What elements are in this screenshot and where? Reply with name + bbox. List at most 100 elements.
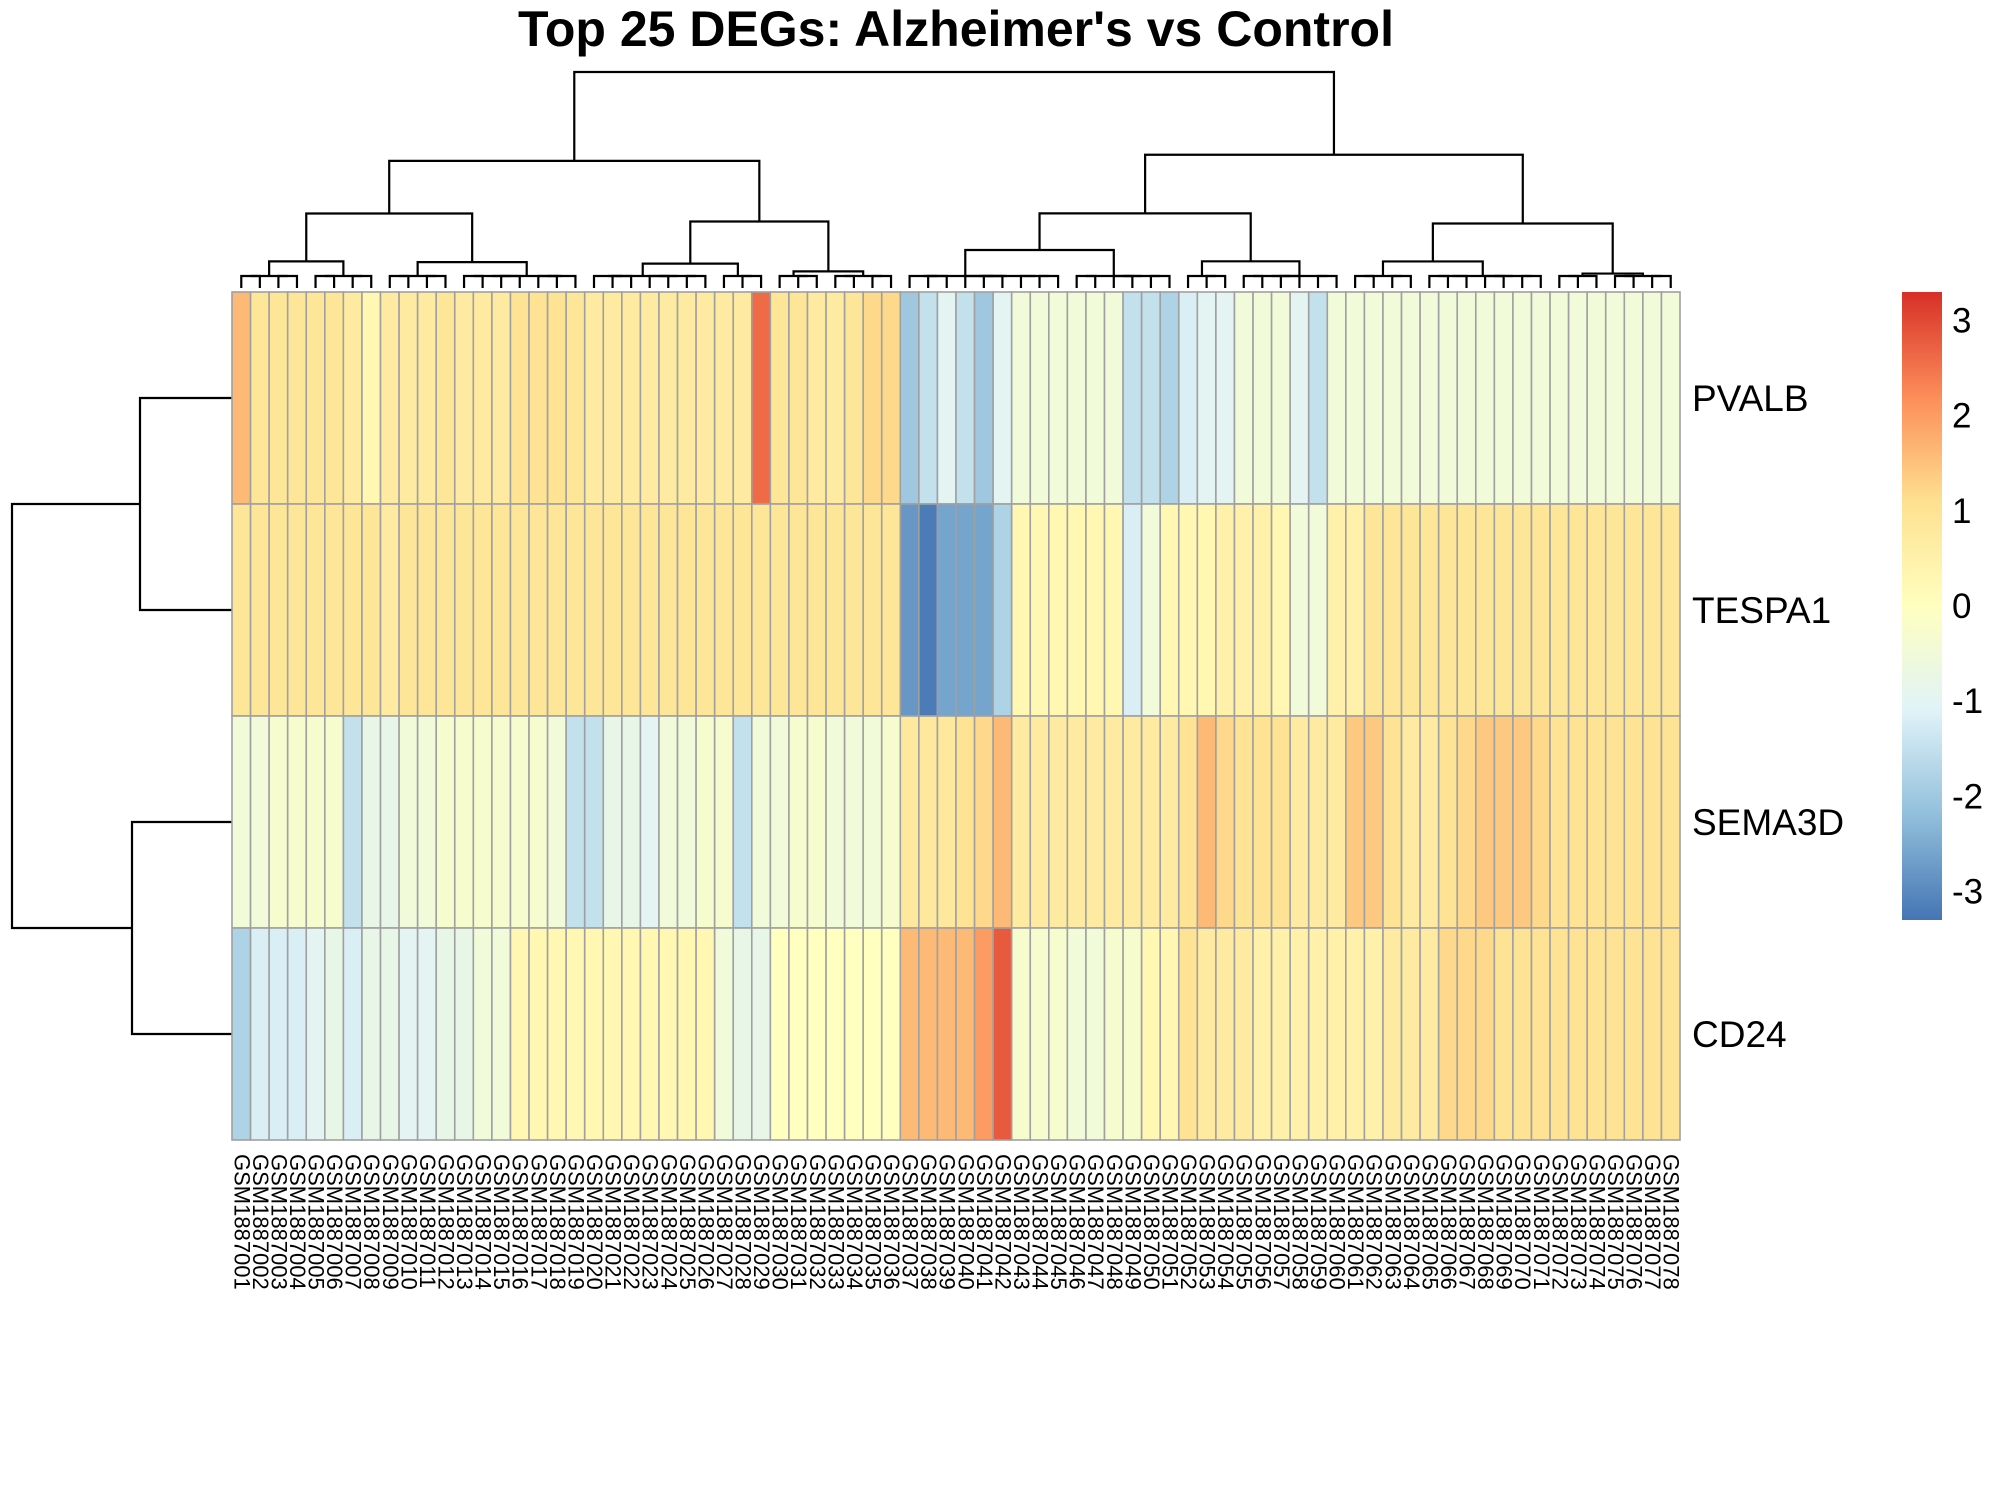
heatmap-cell — [992, 503, 1013, 717]
heatmap-cell — [1567, 503, 1588, 717]
column-label: GSM1887057 — [1269, 1154, 1294, 1290]
heatmap-cell — [621, 927, 642, 1141]
heatmap-cell — [435, 503, 456, 717]
heatmap-cell — [1642, 927, 1663, 1141]
column-label: GSM1887074 — [1585, 1154, 1610, 1290]
heatmap-cell — [1159, 715, 1180, 929]
heatmap-cell — [936, 503, 957, 717]
heatmap-cell — [1363, 715, 1384, 929]
column-label: GSM1887041 — [972, 1154, 997, 1290]
heatmap-cell — [658, 503, 679, 717]
column-label: GSM1887014 — [471, 1154, 496, 1290]
heatmap-cell — [286, 503, 308, 717]
column-label: GSM1887040 — [953, 1154, 978, 1290]
heatmap-cell — [862, 503, 883, 717]
heatmap-cell — [286, 291, 308, 505]
legend-tick-label: 3 — [1952, 302, 1971, 341]
heatmap-cell — [713, 291, 735, 505]
column-label: GSM1887008 — [359, 1154, 384, 1290]
heatmap-cell — [361, 715, 382, 929]
heatmap-cell — [1270, 715, 1291, 929]
column-dendrogram-branch — [305, 212, 474, 263]
heatmap-cell — [1085, 291, 1106, 505]
heatmap-cell — [1196, 291, 1217, 505]
heatmap-cell — [918, 715, 939, 929]
heatmap-cell — [1419, 715, 1440, 929]
heatmap-cell — [1400, 927, 1421, 1141]
column-label: GSM1887072 — [1547, 1154, 1572, 1290]
heatmap-cell — [788, 927, 809, 1141]
column-label: GSM1887058 — [1287, 1154, 1312, 1290]
column-dendrogram-branch — [1186, 274, 1216, 288]
heatmap-cell — [1586, 291, 1607, 505]
heatmap-cell — [1567, 291, 1588, 505]
heatmap-cell — [955, 715, 976, 929]
column-label: GSM1887055 — [1232, 1154, 1257, 1290]
heatmap-cell — [1326, 715, 1347, 929]
heatmap-cell — [1029, 927, 1050, 1141]
column-label: GSM1887005 — [304, 1154, 329, 1290]
heatmap-cell — [491, 715, 512, 929]
heatmap-cell — [453, 715, 475, 929]
column-label: GSM1887043 — [1009, 1154, 1034, 1290]
column-dendrogram-branch — [1205, 274, 1227, 288]
column-label: GSM1887020 — [582, 1154, 607, 1290]
heatmap-cell — [936, 715, 957, 929]
heatmap-cell — [1419, 927, 1440, 1141]
column-label: GSM1887042 — [990, 1154, 1015, 1290]
heatmap-cell — [992, 927, 1013, 1141]
heatmap-cell — [843, 715, 864, 929]
heatmap-cell — [1400, 503, 1421, 717]
heatmap-cell — [342, 291, 363, 505]
heatmap-cell — [472, 291, 493, 505]
heatmap-cell — [1474, 927, 1496, 1141]
heatmap-cell — [361, 291, 382, 505]
heatmap-cell — [1512, 927, 1533, 1141]
heatmap-cell — [1233, 291, 1254, 505]
column-dendrogram-branch — [1613, 274, 1635, 288]
heatmap-cell — [1177, 503, 1199, 717]
column-label: GSM1887065 — [1417, 1154, 1442, 1290]
heatmap-cell — [1586, 715, 1607, 929]
heatmap-cell — [398, 503, 419, 717]
heatmap-cell — [1530, 927, 1551, 1141]
column-label: GSM1887069 — [1492, 1154, 1517, 1290]
heatmap-cell — [1085, 927, 1106, 1141]
row-label: TESPA1 — [1692, 590, 1831, 631]
heatmap-cell — [509, 291, 530, 505]
heatmap-cell — [1122, 503, 1143, 717]
heatmap-cell — [1493, 927, 1514, 1141]
column-dendrogram-branch — [1149, 274, 1171, 288]
heatmap-cell — [750, 927, 772, 1141]
heatmap-cell — [1456, 927, 1477, 1141]
heatmap-cell — [565, 503, 586, 717]
heatmap-cell — [658, 291, 679, 505]
heatmap-cell — [1252, 503, 1273, 717]
heatmap-cell — [899, 291, 920, 505]
column-label: GSM1887068 — [1473, 1154, 1498, 1290]
heatmap-cell — [1623, 927, 1644, 1141]
column-label: GSM1887011 — [415, 1154, 440, 1288]
heatmap-cell — [453, 291, 475, 505]
heatmap-cell — [658, 927, 679, 1141]
column-label: GSM1887038 — [916, 1154, 941, 1290]
heatmap-cell — [379, 715, 400, 929]
column-dendrogram-branch — [1242, 274, 1264, 288]
heatmap-cell — [602, 291, 623, 505]
heatmap-cell — [1159, 503, 1180, 717]
heatmap-cell — [1066, 715, 1087, 929]
heatmap-cell — [1512, 715, 1533, 929]
heatmap-cell — [769, 291, 790, 505]
column-label: GSM1887029 — [749, 1154, 774, 1290]
column-label: GSM1887067 — [1455, 1154, 1480, 1290]
heatmap-cell — [435, 927, 456, 1141]
heatmap-cell — [1233, 715, 1254, 929]
column-label: GSM1887060 — [1325, 1154, 1350, 1290]
column-dendrogram-branch — [1200, 260, 1301, 276]
heatmap-cell — [286, 927, 308, 1141]
heatmap-cell — [249, 927, 270, 1141]
heatmap-cell — [565, 927, 586, 1141]
heatmap-cell — [788, 291, 809, 505]
heatmap-cell — [1326, 291, 1347, 505]
heatmap-cell — [1140, 503, 1162, 717]
